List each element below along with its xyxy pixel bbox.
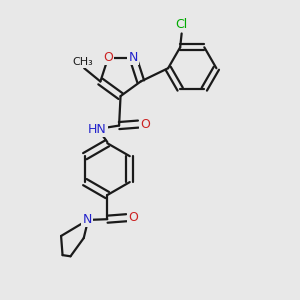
Text: HN: HN	[88, 123, 107, 136]
Text: N: N	[128, 51, 138, 64]
Text: N: N	[82, 213, 92, 226]
Text: O: O	[103, 51, 113, 64]
Text: O: O	[128, 211, 138, 224]
Text: O: O	[140, 118, 150, 130]
Text: CH₃: CH₃	[72, 57, 93, 67]
Text: Cl: Cl	[176, 18, 188, 31]
